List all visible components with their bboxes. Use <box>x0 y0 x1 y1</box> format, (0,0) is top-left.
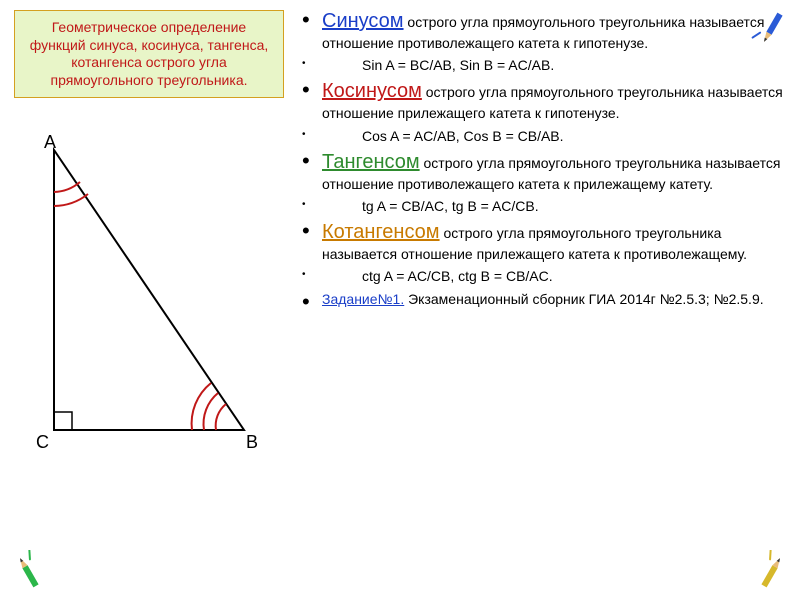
sin-definition: Синусом острого угла прямоугольного треу… <box>300 8 790 52</box>
pencil-blue-icon <box>750 6 794 50</box>
tan-definition: Тангенсом острого угла прямоугольного тр… <box>300 149 790 193</box>
vertex-c-label: C <box>36 432 49 453</box>
task-label: Задание№1. <box>322 291 404 307</box>
triangle-svg <box>14 140 274 460</box>
tan-formula: tg A = CB/AC, tg B = AC/CB. <box>322 197 790 215</box>
sin-formula: Sin A = BC/AB, Sin B = AC/AB. <box>322 56 790 74</box>
task-row: Задание№1. Экзаменационный сборник ГИА 2… <box>300 290 790 308</box>
definitions-list: Синусом острого угла прямоугольного треу… <box>300 8 790 312</box>
cos-formula-row: Cos A = AC/AB, Cos B = CB/AB. <box>300 127 790 145</box>
definition-header: Геометрическое определение функций синус… <box>14 10 284 98</box>
ctg-definition: Котангенсом острого угла прямоугольного … <box>300 219 790 263</box>
header-text: Геометрическое определение функций синус… <box>30 19 269 88</box>
pencil-yellow-icon <box>750 550 794 594</box>
ctg-formula-row: ctg A = AC/CB, ctg B = CB/AC. <box>300 267 790 285</box>
triangle-figure: A C B <box>14 140 294 460</box>
cos-definition: Косинусом острого угла прямоугольного тр… <box>300 78 790 122</box>
sin-term: Синусом <box>322 10 404 32</box>
pencil-green-icon <box>6 550 50 594</box>
tan-term: Тангенсом <box>322 151 420 173</box>
task-text: Экзаменационный сборник ГИА 2014г №2.5.3… <box>404 291 763 307</box>
cos-term: Косинусом <box>322 80 422 102</box>
ctg-term: Котангенсом <box>322 221 440 243</box>
vertex-b-label: B <box>246 432 258 453</box>
ctg-formula: ctg A = AC/CB, ctg B = CB/AC. <box>322 267 790 285</box>
vertex-a-label: A <box>44 132 56 153</box>
cos-formula: Cos A = AC/AB, Cos B = CB/AB. <box>322 127 790 145</box>
sin-formula-row: Sin A = BC/AB, Sin B = AC/AB. <box>300 56 790 74</box>
tan-formula-row: tg A = CB/AC, tg B = AC/CB. <box>300 197 790 215</box>
